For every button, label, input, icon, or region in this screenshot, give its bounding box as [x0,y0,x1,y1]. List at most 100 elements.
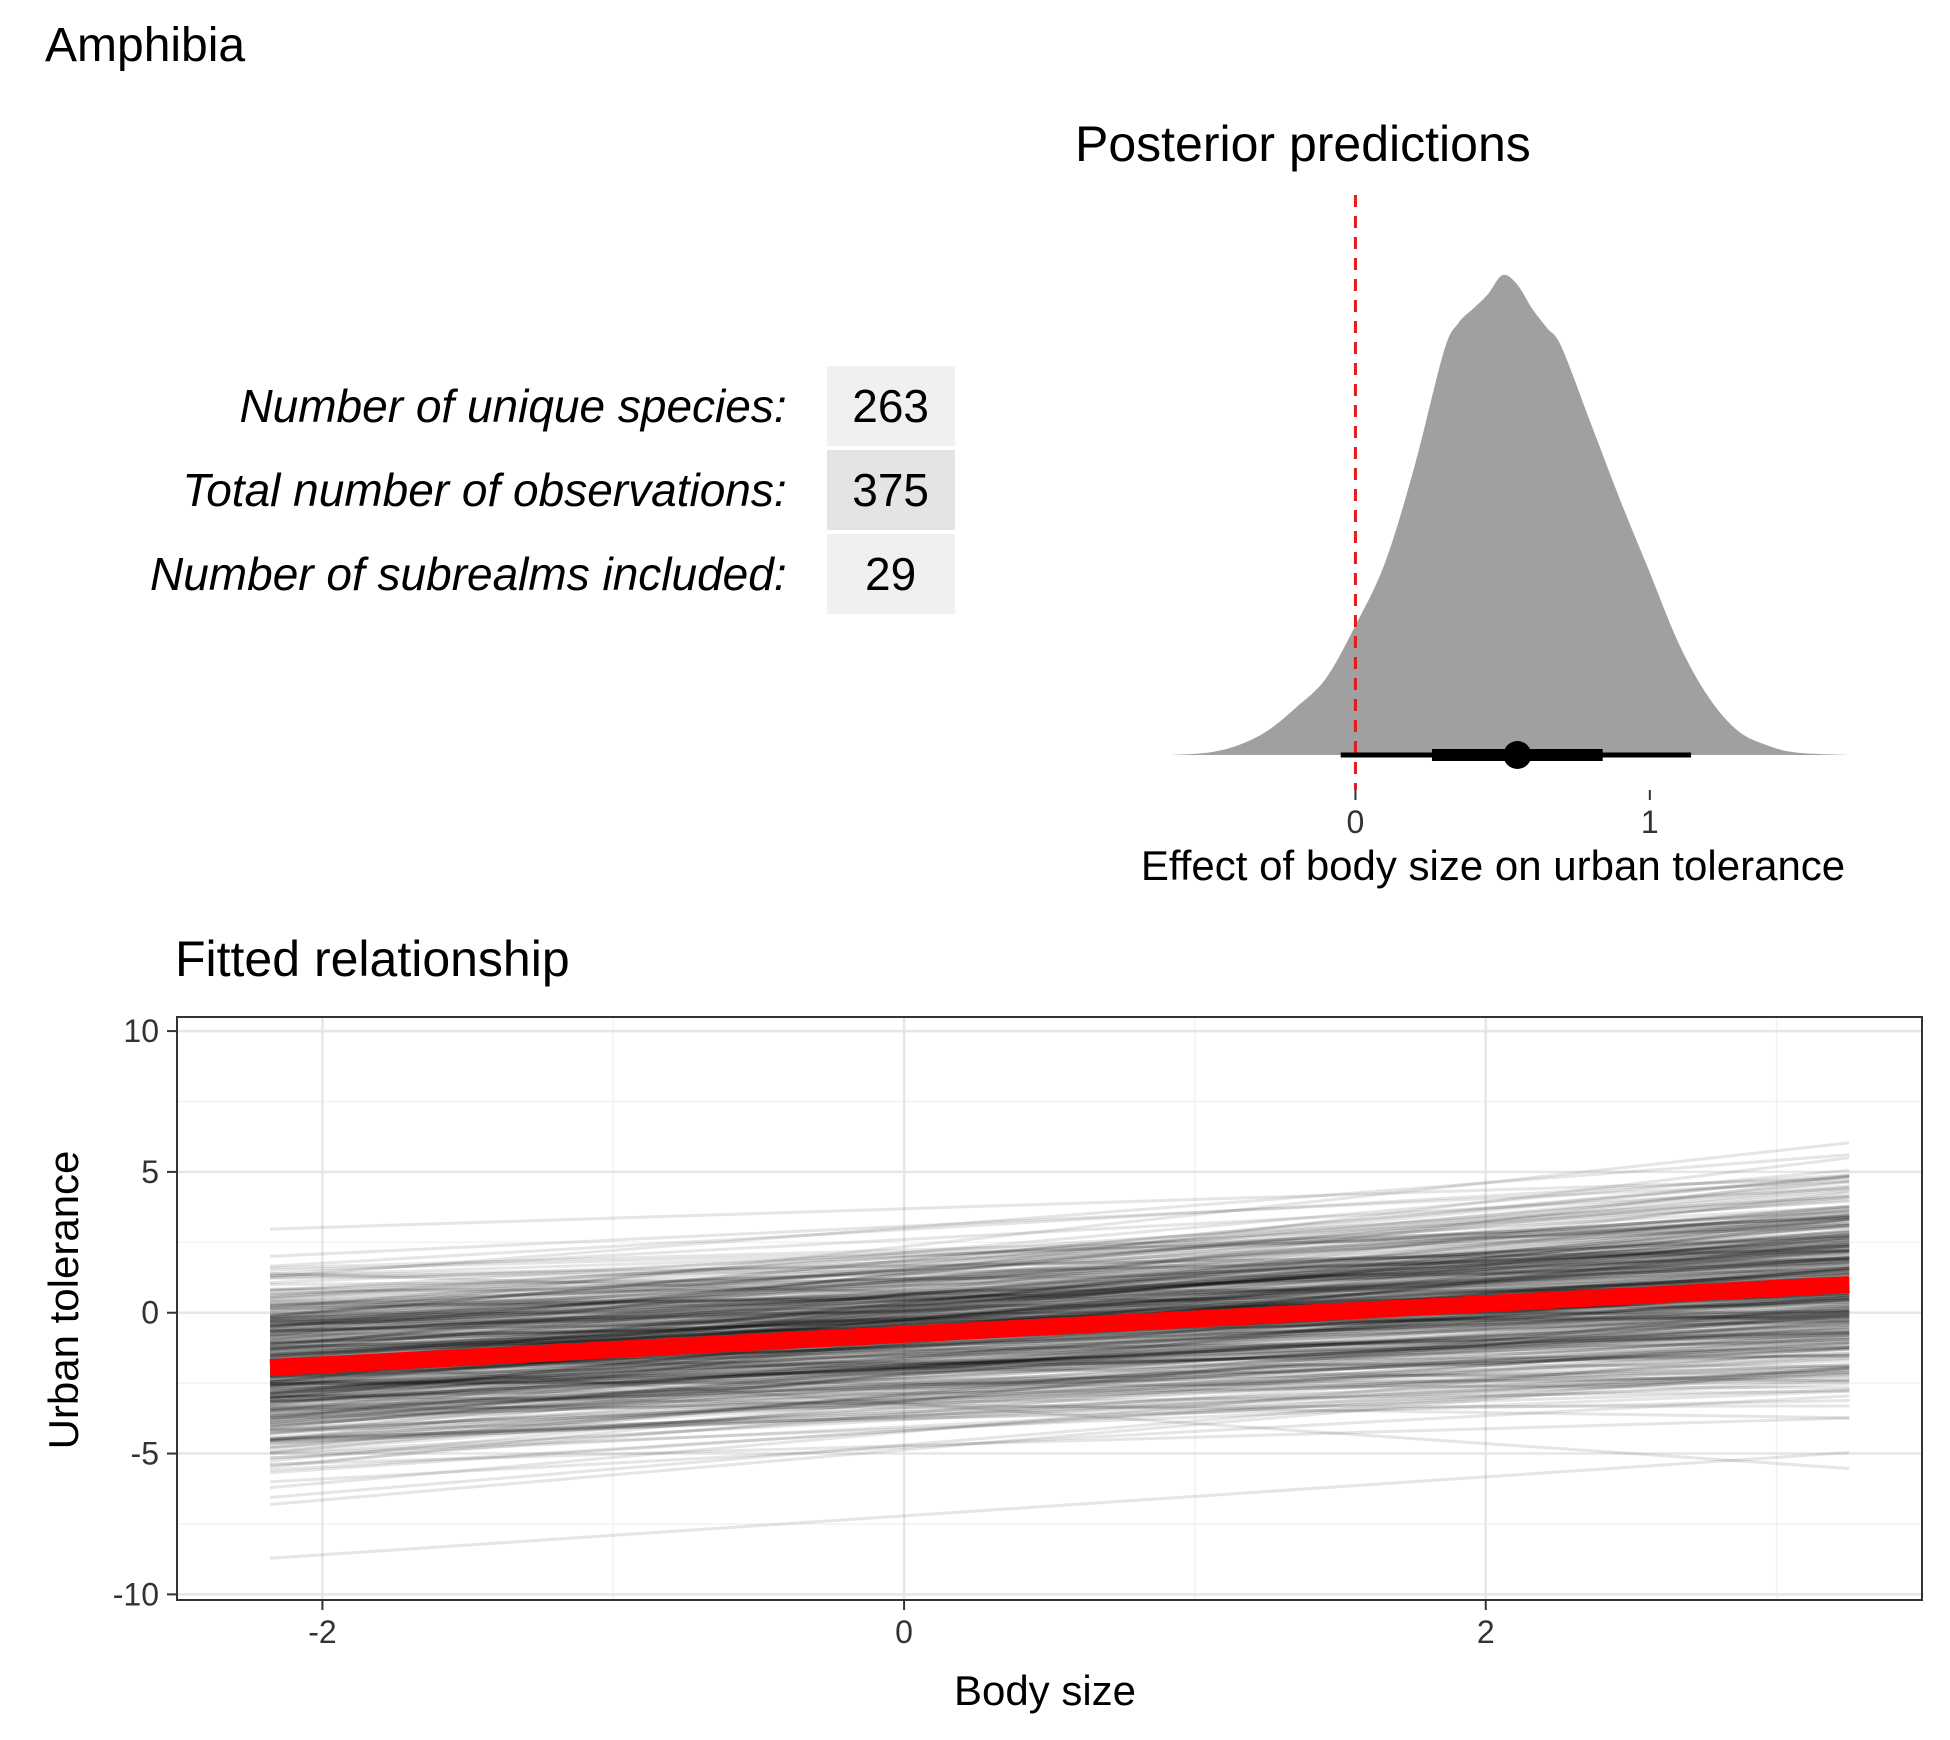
posterior-draw-line [269,1322,1850,1417]
posterior-draw-line [269,1317,1850,1401]
posterior-draw-line [270,1285,1850,1308]
posterior-draw-line [269,1309,1850,1392]
posterior-draw-line [270,1266,1850,1334]
posterior-draw-line [269,1260,1850,1344]
posterior-draw-line [269,1175,1850,1374]
posterior-draw-line [270,1375,1850,1444]
posterior-draw-line [269,1347,1850,1490]
posterior-draw-line [269,1244,1850,1339]
posterior-draw-line [269,1341,1850,1440]
posterior-draw-line [269,1370,1850,1472]
posterior-draw-line [270,1346,1850,1416]
posterior-draw-line [270,1353,1850,1367]
posterior-draw-line [269,1305,1850,1454]
posterior-draw-line [270,1344,1850,1414]
posterior-draw-line [269,1206,1850,1369]
posterior-draw-line [269,1242,1850,1329]
posterior-draw-line [270,1242,1850,1296]
posterior-draw-line [270,1354,1850,1387]
posterior-draw-line [269,1249,1850,1336]
posterior-draw-line [270,1372,1850,1445]
posterior-draw-line [270,1261,1850,1334]
posterior-draw-line [269,1216,1850,1308]
posterior-draw-line [269,1286,1850,1411]
posterior-draw-line [269,1295,1850,1423]
posterior-draw-line [269,1221,1850,1352]
posterior-draw-line [269,1295,1850,1400]
posterior-draw-line [270,1323,1850,1386]
posterior-draw-line [269,1318,1850,1432]
posterior-draw-line [269,1304,1850,1388]
posterior-draw-line [269,1230,1850,1363]
plot-border [176,1016,1923,1601]
posterior-draw-line [270,1393,1850,1420]
posterior-draw-line [269,1238,1850,1349]
posterior-draw-line [269,1210,1850,1301]
posterior-draw-line [270,1265,1850,1332]
lines-y-axis: -10 -5 0 5 10 [113,1013,177,1612]
posterior-draw-line [269,1235,1850,1356]
posterior-draw-line [269,1186,1850,1276]
posterior-draw-line [269,1298,1850,1429]
posterior-draw-line [270,1276,1850,1332]
lines-y-axis-label: Urban tolerance [40,1151,87,1450]
posterior-draw-line [270,1248,1850,1278]
posterior-draw-line [270,1371,1850,1420]
posterior-draw-line [270,1244,1850,1312]
posterior-draw-line [270,1372,1850,1443]
posterior-draw-line [269,1238,1850,1345]
posterior-draw-line [269,1215,1850,1293]
posterior-draw-line [269,1194,1850,1292]
fitted-relationship-panel: -2 0 2 -10 -5 0 5 10 Body size Urban tolerance [40,1013,1923,1714]
posterior-draw-line [269,1316,1850,1415]
posterior-draw-line [269,1308,1850,1387]
posterior-draw-line [269,1180,1850,1338]
posterior-draw-line [270,1347,1850,1412]
posterior-draw-line [269,1254,1850,1360]
posterior-draw-line [270,1262,1850,1328]
stat-row-species: Number of unique species: 263 [150,366,955,446]
posterior-draw-line [270,1380,1850,1403]
posterior-draw-line [269,1248,1850,1336]
posterior-draw-line [269,1356,1850,1446]
posterior-draw-line [269,1270,1850,1360]
posterior-draw-line [269,1219,1850,1327]
posterior-draw-line [270,1279,1850,1311]
posterior-draw-line [270,1248,1850,1280]
stat-value: 29 [826,534,955,614]
lines-x-axis-label: Body size [954,1667,1136,1714]
posterior-draw-line [270,1255,1850,1320]
summary-table: Number of unique species: 263 Total numb… [150,362,955,618]
posterior-draw-line [270,1243,1850,1316]
posterior-draw-line [269,1290,1850,1425]
posterior-draw-line [270,1310,1850,1324]
posterior-draw-line [270,1276,1850,1333]
posterior-draw-line [269,1366,1850,1506]
posterior-draw-line [269,1338,1850,1453]
posterior-draw-line [270,1257,1850,1296]
posterior-draw-line [270,1269,1850,1320]
posterior-draw-line [269,1340,1850,1427]
posterior-draw-line [269,1284,1850,1424]
posterior-draw-line [269,1218,1850,1370]
posterior-draw-line [269,1249,1850,1342]
posterior-draw-line [269,1368,1850,1455]
posterior-draw-line [269,1237,1850,1352]
posterior-draw-line [270,1223,1850,1278]
posterior-draw-line [269,1233,1850,1308]
posterior-draw-line [269,1367,1850,1442]
posterior-draw-line [269,1368,1850,1443]
posterior-draw-line [269,1184,1850,1318]
posterior-draw-line [269,1296,1850,1380]
posterior-draw-line [270,1347,1850,1411]
posterior-draw-line [270,1370,1850,1386]
posterior-draw-line [270,1353,1850,1384]
posterior-draw-line [269,1314,1850,1428]
density-area [1170,274,1850,755]
posterior-draw-line [269,1266,1850,1354]
posterior-draw-line [269,1235,1850,1310]
posterior-draw-line [270,1300,1850,1333]
posterior-draw-line [269,1199,1850,1297]
posterior-draw-line [270,1325,1850,1399]
